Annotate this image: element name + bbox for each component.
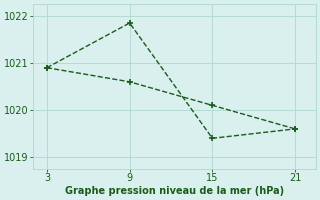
X-axis label: Graphe pression niveau de la mer (hPa): Graphe pression niveau de la mer (hPa) xyxy=(65,186,284,196)
